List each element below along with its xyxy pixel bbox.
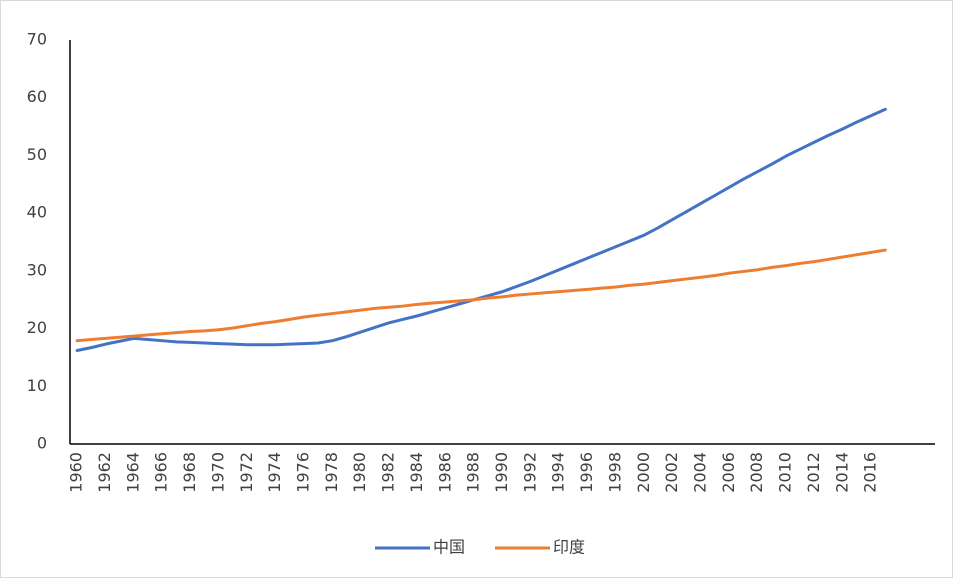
x-tick-label: 2008 [747, 452, 766, 493]
x-tick-label: 1982 [379, 452, 398, 493]
x-tick-label: 2010 [776, 452, 795, 493]
x-tick-label: 1966 [152, 452, 171, 493]
y-tick-label: 10 [27, 376, 47, 395]
x-tick-label: 2004 [691, 452, 710, 493]
x-tick-label: 1974 [265, 452, 284, 493]
x-tick-label: 1988 [464, 452, 483, 493]
x-tick-label: 2012 [804, 452, 823, 493]
legend-label: 印度 [553, 538, 585, 557]
x-tick-label: 1994 [549, 452, 568, 493]
y-tick-label: 0 [37, 434, 47, 453]
x-tick-label: 1964 [123, 452, 142, 493]
x-tick-label: 1976 [293, 452, 312, 493]
y-tick-label: 20 [27, 318, 47, 337]
x-tick-label: 1960 [67, 452, 86, 493]
y-tick-label: 40 [27, 203, 47, 222]
x-tick-label: 1990 [492, 452, 511, 493]
x-tick-label: 1972 [237, 452, 256, 493]
x-tick-label: 1986 [435, 452, 454, 493]
y-tick-label: 30 [27, 260, 47, 279]
x-tick-label: 2000 [634, 452, 653, 493]
y-tick-label: 50 [27, 145, 47, 164]
x-tick-label: 1998 [605, 452, 624, 493]
x-tick-label: 1962 [95, 452, 114, 493]
x-tick-label: 1978 [322, 452, 341, 493]
x-tick-label: 2014 [832, 452, 851, 493]
x-tick-label: 2006 [719, 452, 738, 493]
x-tick-label: 1980 [350, 452, 369, 493]
x-tick-label: 1968 [180, 452, 199, 493]
x-tick-label: 1984 [407, 452, 426, 493]
y-tick-label: 60 [27, 87, 47, 106]
x-tick-label: 1996 [577, 452, 596, 493]
x-tick-label: 2002 [662, 452, 681, 493]
x-tick-label: 1992 [520, 452, 539, 493]
x-tick-label: 2016 [861, 452, 880, 493]
legend-label: 中国 [433, 538, 465, 557]
x-tick-label: 1970 [208, 452, 227, 493]
series-line [75, 248, 887, 343]
y-tick-label: 70 [27, 30, 47, 49]
